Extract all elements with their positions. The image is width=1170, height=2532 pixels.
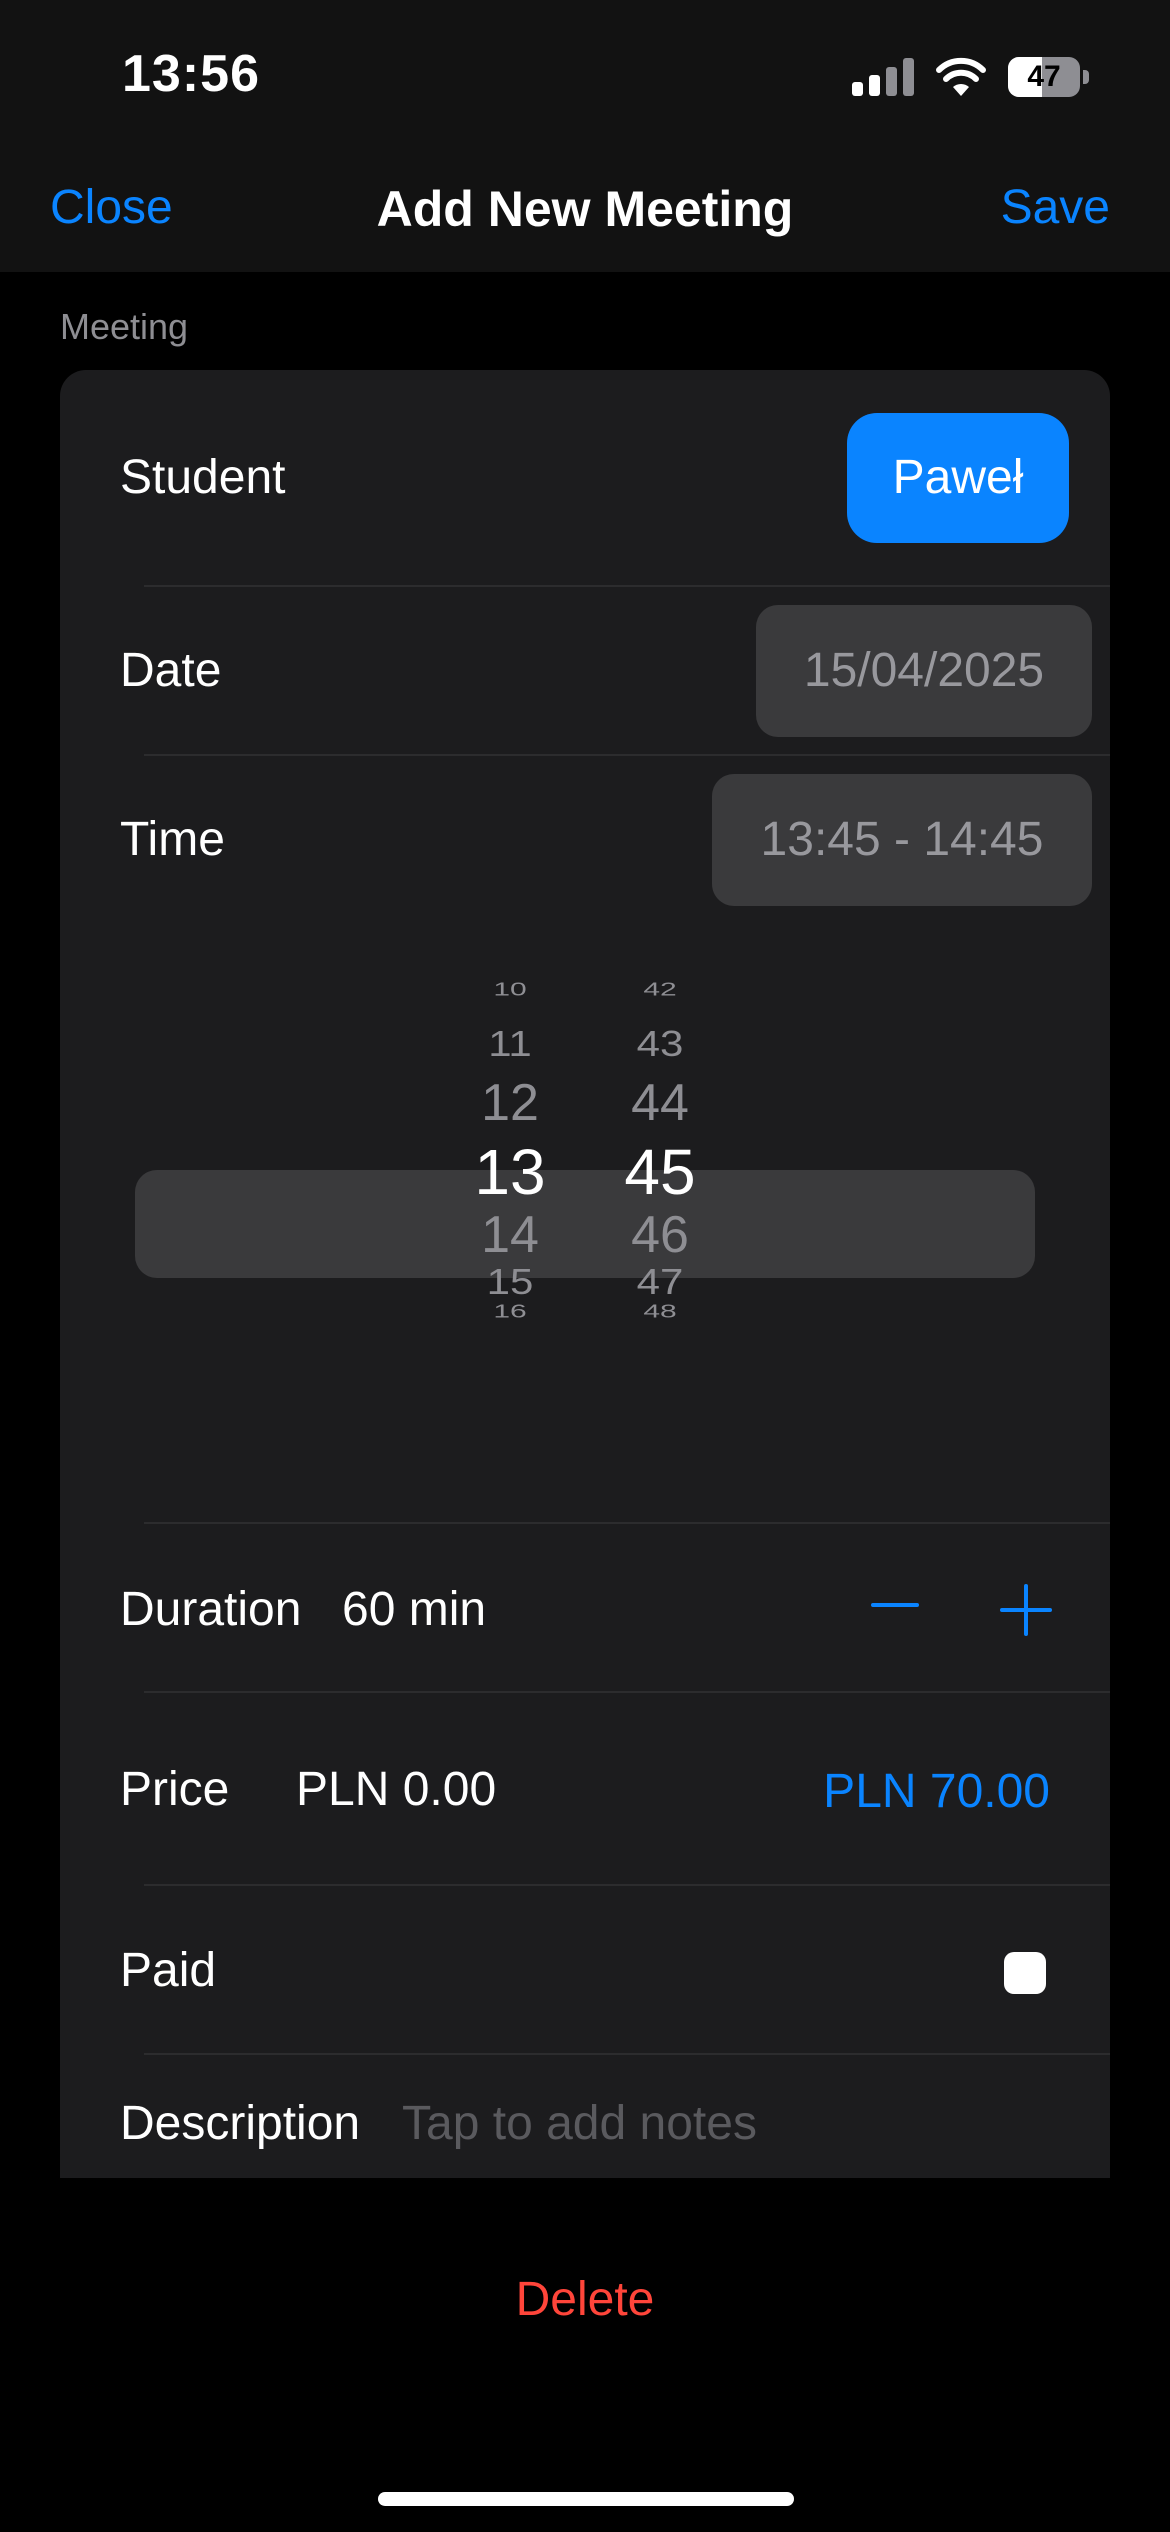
divider — [144, 1884, 1110, 1886]
divider — [144, 1691, 1110, 1693]
minute-option[interactable]: 43 — [600, 1024, 720, 1065]
save-button[interactable]: Save — [1001, 180, 1110, 235]
time-picker-button[interactable]: 13:45 - 14:45 — [712, 774, 1092, 906]
duration-label: Duration — [120, 1582, 301, 1637]
description-label: Description — [120, 2096, 360, 2151]
home-indicator — [378, 2492, 794, 2506]
minute-option[interactable]: 46 — [600, 1205, 720, 1265]
hour-option[interactable]: 16 — [450, 1302, 570, 1322]
student-label: Student — [120, 450, 285, 505]
delete-button[interactable]: Delete — [0, 2272, 1170, 2327]
price-input[interactable]: PLN 0.00 — [296, 1762, 496, 1817]
time-label: Time — [120, 812, 225, 867]
divider — [144, 585, 1110, 587]
status-time: 13:56 — [122, 44, 260, 104]
duration-increase-button[interactable] — [1000, 1584, 1052, 1636]
suggested-price-button[interactable]: PLN 70.00 — [823, 1764, 1050, 1819]
minute-option[interactable]: 44 — [600, 1073, 720, 1133]
description-input[interactable]: Tap to add notes — [402, 2096, 757, 2151]
hour-option[interactable]: 10 — [450, 980, 570, 1000]
battery-level: 47 — [1008, 57, 1080, 97]
date-picker-button[interactable]: 15/04/2025 — [756, 605, 1092, 737]
time-wheel-picker[interactable]: 10 11 12 13 14 15 16 42 43 44 45 46 47 48 — [60, 965, 1110, 1480]
minute-option[interactable]: 45 — [600, 1135, 720, 1209]
battery-icon: 47 — [1008, 57, 1090, 97]
hour-option[interactable]: 11 — [450, 1024, 570, 1065]
divider — [144, 1522, 1110, 1524]
picker-selection-highlight — [135, 1170, 1035, 1278]
divider — [144, 2053, 1110, 2055]
duration-value: 60 min — [342, 1582, 486, 1637]
hour-option[interactable]: 12 — [450, 1073, 570, 1133]
close-button[interactable]: Close — [50, 180, 173, 235]
cellular-signal-icon — [852, 58, 916, 96]
wifi-icon — [936, 56, 986, 98]
paid-checkbox[interactable] — [1004, 1952, 1046, 1994]
price-label: Price — [120, 1762, 229, 1817]
page-title: Add New Meeting — [0, 180, 1170, 238]
date-label: Date — [120, 643, 221, 698]
student-picker-button[interactable]: Paweł — [847, 413, 1069, 543]
minute-option[interactable]: 47 — [600, 1262, 720, 1303]
duration-decrease-button[interactable] — [868, 1578, 922, 1632]
hour-option[interactable]: 14 — [450, 1205, 570, 1265]
minus-icon — [871, 1603, 919, 1607]
minute-option[interactable]: 42 — [600, 980, 720, 1000]
section-header: Meeting — [60, 306, 188, 348]
hour-option[interactable]: 15 — [450, 1262, 570, 1303]
hour-option[interactable]: 13 — [450, 1135, 570, 1209]
divider — [144, 754, 1110, 756]
paid-label: Paid — [120, 1943, 216, 1998]
minute-option[interactable]: 48 — [600, 1302, 720, 1322]
